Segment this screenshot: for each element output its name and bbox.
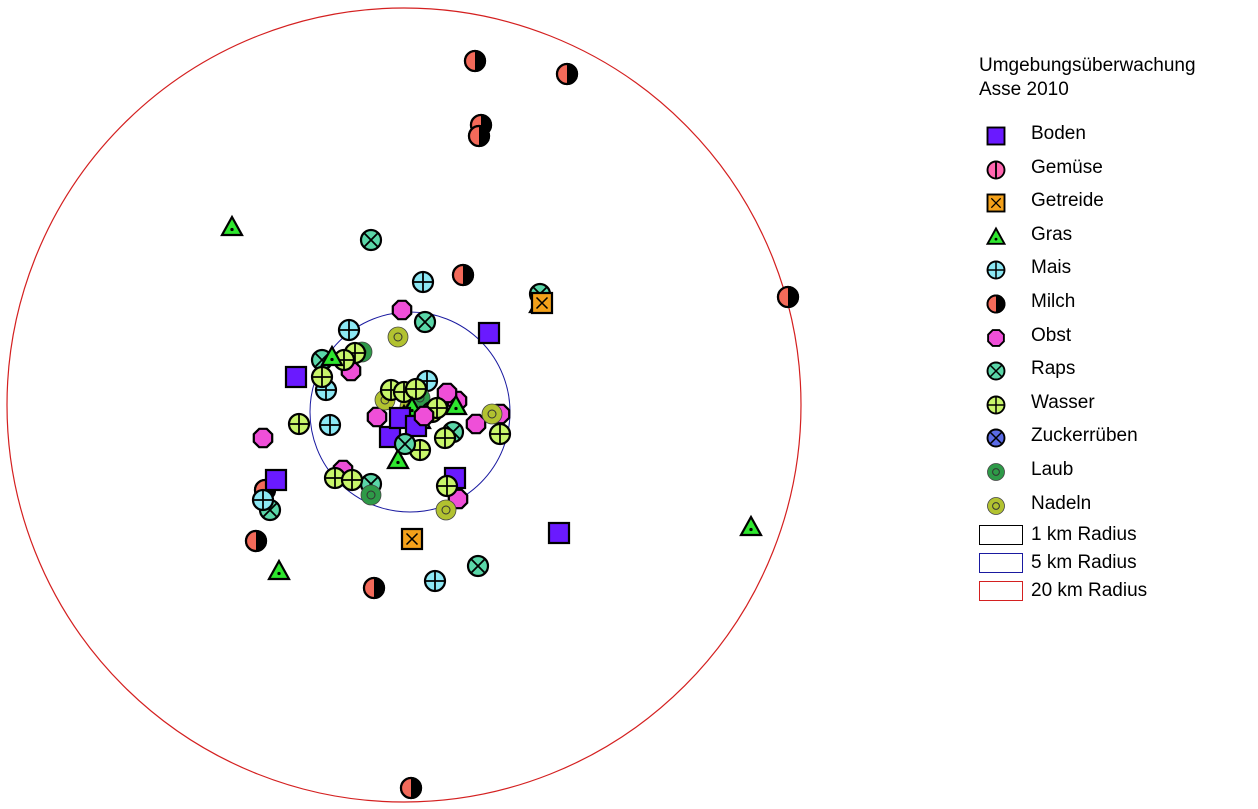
milch-marker bbox=[467, 124, 491, 148]
legend-label-nadeln: Nadeln bbox=[1031, 492, 1092, 514]
gras-marker bbox=[220, 214, 244, 237]
legend-label-raps: Raps bbox=[1031, 358, 1076, 380]
milch-marker bbox=[776, 285, 800, 309]
sampling-map bbox=[6, 7, 802, 803]
obst-marker bbox=[436, 382, 458, 404]
legend-item-boden: Boden bbox=[979, 122, 1249, 156]
raps-marker bbox=[413, 310, 437, 334]
milch-marker bbox=[555, 62, 579, 86]
raps-marker bbox=[393, 432, 417, 456]
wasser-marker bbox=[404, 377, 428, 401]
mais-marker bbox=[337, 318, 361, 342]
wasser-marker bbox=[287, 412, 311, 436]
obst-marker bbox=[413, 405, 435, 427]
mais-marker bbox=[411, 270, 435, 294]
legend-label-boden: Boden bbox=[1031, 123, 1086, 144]
raps-marker bbox=[466, 554, 490, 578]
legend-label-milch: Milch bbox=[1031, 290, 1076, 312]
boden-marker bbox=[547, 521, 571, 545]
legend-item-gras: Gras bbox=[979, 223, 1249, 257]
legend-item-mais: Mais bbox=[979, 256, 1249, 290]
nadeln-marker bbox=[481, 403, 503, 425]
legend-label-radius-20km: 20 km Radius bbox=[1031, 580, 1148, 602]
boden-icon bbox=[986, 126, 1006, 146]
laub-icon bbox=[987, 463, 1005, 481]
legend-item-raps: Raps bbox=[979, 357, 1249, 391]
legend-label-radius-5km: 5 km Radius bbox=[1031, 552, 1137, 574]
raps-marker bbox=[359, 228, 383, 252]
mais-marker bbox=[251, 488, 275, 512]
legend-label-gras: Gras bbox=[1031, 223, 1073, 245]
wasser-marker bbox=[310, 365, 334, 389]
legend-title-line-1: Umgebungsüberwachung bbox=[979, 55, 1196, 76]
radius-20km-swatch bbox=[979, 581, 1023, 602]
legend-label-mais: Mais bbox=[1031, 257, 1072, 279]
getreide-marker bbox=[400, 527, 424, 551]
obst-icon bbox=[987, 328, 1005, 347]
legend-title-line-2: Asse 2010 bbox=[979, 79, 1069, 100]
raps-icon bbox=[986, 361, 1006, 381]
legend-label-obst: Obst bbox=[1031, 324, 1072, 346]
legend-item-radius-5km: 5 km Radius bbox=[979, 552, 1249, 581]
legend-item-obst: Obst bbox=[979, 324, 1249, 358]
mais-marker bbox=[318, 413, 342, 437]
zuckerrueben-icon bbox=[986, 428, 1006, 448]
boden-marker bbox=[477, 321, 501, 345]
legend-item-laub: Laub bbox=[979, 458, 1249, 492]
gras-marker bbox=[386, 447, 410, 470]
mais-marker bbox=[423, 569, 447, 593]
legend-label-getreide: Getreide bbox=[1031, 190, 1104, 212]
radius-5km-swatch bbox=[979, 553, 1023, 574]
milch-marker bbox=[244, 529, 268, 553]
milch-marker bbox=[362, 576, 386, 600]
obst-marker bbox=[391, 299, 413, 321]
wasser-marker bbox=[433, 426, 457, 450]
milch-marker bbox=[399, 776, 423, 800]
gras-marker bbox=[739, 514, 763, 537]
nadeln-marker bbox=[387, 326, 409, 348]
legend-list: Boden Gemüse Getreide Gras Mais Milch Ob… bbox=[979, 122, 1249, 609]
legend-label-laub: Laub bbox=[1031, 458, 1074, 480]
radius-1km-swatch bbox=[979, 525, 1023, 546]
nadeln-marker bbox=[435, 499, 457, 521]
milch-icon bbox=[986, 294, 1006, 314]
wasser-marker bbox=[435, 474, 459, 498]
boden-marker bbox=[264, 468, 288, 492]
legend-item-gemuese: Gemüse bbox=[979, 156, 1249, 190]
gras-marker bbox=[320, 344, 344, 367]
gras-marker bbox=[267, 558, 291, 581]
legend-item-milch: Milch bbox=[979, 290, 1249, 324]
legend-item-nadeln: Nadeln bbox=[979, 492, 1249, 526]
getreide-icon bbox=[986, 193, 1006, 213]
milch-marker bbox=[451, 263, 475, 287]
mais-icon bbox=[986, 260, 1006, 280]
legend: Umgebungsüberwachung Asse 2010 Boden Gem… bbox=[979, 54, 1249, 609]
wasser-icon bbox=[986, 395, 1006, 415]
legend-item-zuckerrueben: Zuckerrüben bbox=[979, 424, 1249, 458]
radius-20km-circle bbox=[6, 7, 802, 803]
milch-marker bbox=[463, 49, 487, 73]
wasser-marker bbox=[340, 468, 364, 492]
legend-item-radius-20km: 20 km Radius bbox=[979, 580, 1249, 609]
obst-marker bbox=[366, 406, 388, 428]
sample-markers bbox=[220, 49, 800, 800]
gras-marker bbox=[444, 393, 468, 416]
legend-label-zuckerrueben: Zuckerrüben bbox=[1031, 425, 1138, 447]
legend-item-getreide: Getreide bbox=[979, 189, 1249, 223]
legend-label-wasser: Wasser bbox=[1031, 391, 1095, 413]
legend-item-radius-1km: 1 km Radius bbox=[979, 524, 1249, 553]
wasser-marker bbox=[488, 422, 512, 446]
getreide-marker bbox=[530, 291, 554, 315]
obst-marker bbox=[252, 427, 274, 449]
legend-label-gemuese: Gemüse bbox=[1031, 156, 1103, 178]
boden-marker bbox=[284, 365, 308, 389]
gras-icon bbox=[985, 226, 1007, 245]
legend-label-radius-1km: 1 km Radius bbox=[1031, 524, 1137, 546]
nadeln-icon bbox=[987, 496, 1005, 515]
laub-marker bbox=[360, 484, 382, 506]
legend-item-wasser: Wasser bbox=[979, 391, 1249, 425]
gemuese-icon bbox=[986, 160, 1006, 180]
